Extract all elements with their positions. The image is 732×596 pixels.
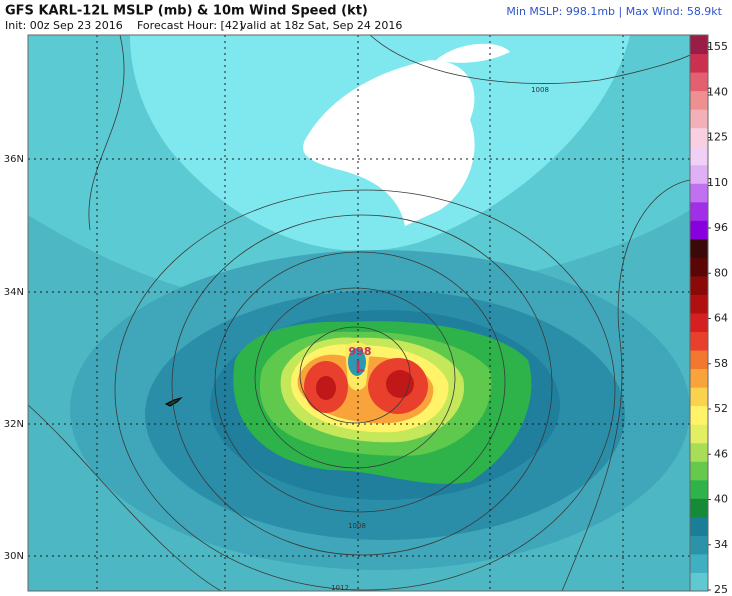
colorbar-segment	[690, 442, 708, 462]
colorbar-segment	[690, 553, 708, 573]
colorbar-segment	[690, 220, 708, 240]
colorbar-label: 58	[714, 357, 728, 370]
colorbar-segment	[690, 109, 708, 129]
colorbar-label: 110	[707, 176, 728, 189]
lat-label: 30N	[4, 551, 24, 562]
colorbar-segment	[690, 183, 708, 203]
colorbar-label: 52	[714, 402, 728, 415]
colorbar-segment	[690, 146, 708, 166]
forecast-hour: Forecast Hour: [42]	[137, 19, 243, 32]
colorbar-segment	[690, 535, 708, 555]
colorbar-segment	[690, 498, 708, 518]
colorbar-segment	[690, 294, 708, 314]
contour-label: 1008	[531, 86, 549, 94]
colorbar-segment	[690, 201, 708, 221]
low-pressure: 998	[349, 345, 372, 358]
colorbar-segment	[690, 275, 708, 295]
colorbar-label: 140	[707, 85, 728, 98]
colorbar-segment	[690, 127, 708, 147]
colorbar-segment	[690, 238, 708, 258]
title: GFS KARL-12L MSLP (mb) & 10m Wind Speed …	[5, 4, 368, 19]
colorbar-label: 155	[707, 40, 728, 53]
colorbar-label: 40	[714, 493, 728, 506]
map: 1008 1008 1012 998 L	[27, 34, 691, 592]
contour-label: 1008	[348, 522, 366, 530]
colorbar-segment	[690, 461, 708, 481]
colorbar-segment	[690, 164, 708, 184]
colorbar-label: 96	[714, 221, 728, 234]
colorbar-segment	[690, 72, 708, 92]
colorbar: 155 140 125 110 96 80 64 58 52 46 40 34 25	[689, 34, 728, 596]
colorbar-label: 125	[707, 131, 728, 144]
storm-stats: Min MSLP: 998.1mb | Max Wind: 58.9kt	[506, 5, 722, 18]
colorbar-label: 80	[714, 266, 728, 279]
colorbar-segment	[690, 516, 708, 536]
colorbar-segment	[690, 257, 708, 277]
lat-label: 36N	[4, 154, 24, 165]
colorbar-segment	[690, 479, 708, 499]
valid-time: valid at 18z Sat, Sep 24 2016	[240, 19, 402, 32]
colorbar-segment	[690, 313, 708, 333]
colorbar-segment	[690, 350, 708, 370]
colorbar-segment	[690, 53, 708, 73]
colorbar-segment	[690, 35, 708, 55]
colorbar-segment	[690, 368, 708, 388]
colorbar-segment	[690, 331, 708, 351]
colorbar-label: 34	[714, 538, 728, 551]
colorbar-segment	[690, 90, 708, 110]
lat-label: 32N	[4, 419, 24, 430]
init: Init: 00z Sep 23 2016	[5, 19, 123, 32]
colorbar-segment	[690, 405, 708, 425]
colorbar-frame	[689, 34, 709, 592]
colorbar-segment	[690, 387, 708, 407]
colorbar-label: 25	[714, 583, 728, 596]
colorbar-segment	[690, 572, 708, 592]
colorbar-label: 46	[714, 447, 728, 460]
colorbar-label: 64	[714, 312, 728, 325]
contour-label: 1012	[331, 584, 349, 592]
lat-label: 34N	[4, 287, 24, 298]
colorbar-segment	[690, 424, 708, 444]
low-symbol: L	[355, 358, 365, 376]
